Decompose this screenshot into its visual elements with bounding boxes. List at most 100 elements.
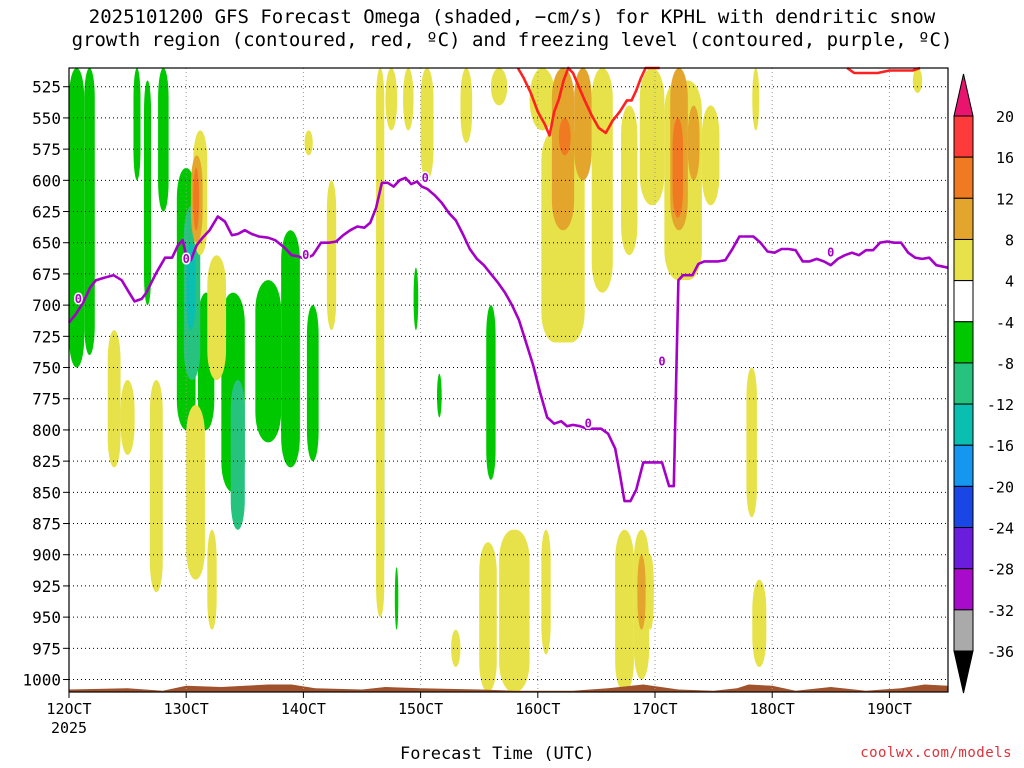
colorbar-label-9: -20	[987, 478, 1014, 496]
omega-region-32	[460, 68, 473, 143]
y-tick-label-14: 875	[32, 515, 61, 534]
colorbar-label-2: 12	[996, 190, 1014, 208]
contour-label-0-6: 0	[827, 246, 834, 260]
contour-line-2	[846, 66, 921, 75]
chart-title-line-1: 2025101200 GFS Forecast Omega (shaded, −…	[88, 6, 936, 28]
omega-region-46	[541, 529, 551, 655]
omega-region-28	[376, 68, 385, 618]
y-tick-label-18: 975	[32, 639, 61, 658]
omega-region-45	[499, 529, 530, 692]
x-tick-label-1: 13OCT	[164, 700, 209, 718]
credit-link[interactable]: coolwx.com/models	[860, 745, 1012, 761]
colorbar-under-arrow	[953, 650, 974, 694]
colorbar-label-1: 16	[996, 149, 1014, 167]
omega-region-23	[207, 529, 217, 630]
y-tick-label-19: 1000	[22, 671, 61, 690]
colorbar-label-0: 20	[996, 108, 1014, 126]
y-tick-label-12: 825	[32, 452, 61, 471]
colorbar-label-5: -4	[996, 314, 1014, 332]
y-tick-label-8: 725	[32, 327, 61, 346]
colorbar-swatch-0	[953, 115, 974, 158]
colorbar-swatch-2	[953, 197, 974, 240]
omega-region-55	[687, 105, 700, 181]
y-tick-label-6: 675	[32, 265, 61, 284]
contour-label-0-0: 0	[75, 292, 82, 306]
omega-region-20	[120, 380, 135, 455]
contour-label-0-5: 0	[658, 354, 665, 368]
omega-shading	[69, 68, 923, 692]
y-tick-label-0: 525	[32, 78, 61, 97]
omega-region-18	[186, 242, 196, 331]
colorbar-label-8: -16	[987, 437, 1014, 455]
plot-frame	[68, 67, 949, 693]
x-tick-label-0: 12OCT	[46, 700, 91, 718]
y-tick-label-11: 800	[32, 421, 61, 440]
colorbar-swatch-7	[953, 403, 974, 446]
colorbar-swatch-5	[953, 321, 974, 364]
colorbar-label-4: 4	[1005, 273, 1014, 291]
colorbar-swatch-6	[953, 362, 974, 405]
x-tick-sublabel-0: 2025	[51, 719, 87, 737]
y-tick-label-16: 925	[32, 577, 61, 596]
colorbar-label-7: -12	[987, 396, 1014, 414]
colorbar-over-arrow	[953, 73, 974, 117]
omega-region-29	[385, 68, 398, 131]
omega-region-31	[420, 68, 434, 181]
contour-lines: 0 0 0 0 0 0 0	[67, 66, 949, 503]
contour-label-0-4: 0	[585, 417, 592, 431]
omega-region-57	[637, 554, 646, 630]
y-axis: 525 550 575 600 625 650 675 700 725 750 775 800 825 8…	[22, 78, 69, 690]
omega-region-0	[69, 68, 85, 368]
contour-line-1	[516, 66, 660, 137]
colorbar-label-12: -32	[987, 602, 1014, 620]
contour-label-0-3: 0	[422, 171, 429, 185]
omega-region-42	[912, 68, 923, 93]
omega-region-2	[133, 68, 141, 181]
omega-region-60	[193, 167, 200, 231]
colorbar-label-6: -8	[996, 355, 1014, 373]
colorbar-swatch-3	[953, 238, 974, 282]
omega-region-41	[752, 68, 760, 131]
y-tick-label-17: 950	[32, 608, 61, 627]
omega-region-10	[306, 305, 319, 462]
omega-region-59	[558, 117, 571, 156]
y-tick-label-15: 900	[32, 546, 61, 565]
x-tick-label-6: 18OCT	[750, 700, 795, 718]
contour-label-0-2: 0	[302, 248, 309, 262]
x-tick-label-7: 19OCT	[867, 700, 912, 718]
omega-region-53	[574, 68, 592, 181]
y-tick-label-9: 750	[32, 359, 61, 378]
x-axis-label: Forecast Time (UTC)	[400, 744, 595, 764]
colorbar-swatch-10	[953, 527, 974, 570]
y-tick-label-13: 850	[32, 483, 61, 502]
grid-lines	[69, 68, 948, 692]
omega-region-43	[746, 367, 757, 518]
surface-terrain-fill	[69, 684, 948, 692]
omega-region-30	[403, 68, 414, 131]
omega-region-4	[158, 68, 169, 212]
omega-region-3	[144, 80, 152, 306]
omega-region-48	[615, 529, 634, 692]
omega-region-25	[207, 255, 227, 380]
omega-region-38	[639, 68, 665, 206]
omega-region-34	[529, 68, 556, 131]
colorbar: 20 16 12 8 4 -4 -8 -12 -16 -20 -24 -28 -32 -36	[953, 73, 1014, 694]
colorbar-swatch-11	[953, 568, 974, 611]
contour-label-0-1: 0	[183, 252, 190, 266]
omega-region-50	[646, 554, 654, 630]
omega-region-15	[394, 567, 399, 630]
y-tick-label-3: 600	[32, 171, 61, 190]
colorbar-swatch-1	[953, 156, 974, 199]
y-tick-label-1: 550	[32, 109, 61, 128]
colorbar-swatch-9	[953, 485, 974, 529]
omega-region-11	[486, 305, 496, 480]
colorbar-swatch-4	[953, 280, 974, 323]
omega-region-13	[413, 267, 419, 331]
omega-region-44	[479, 542, 497, 692]
omega-region-33	[490, 68, 508, 106]
x-tick-label-5: 17OCT	[632, 700, 677, 718]
omega-region-19	[107, 330, 121, 468]
x-tick-label-2: 14OCT	[281, 700, 326, 718]
x-tick-label-3: 15OCT	[398, 700, 443, 718]
